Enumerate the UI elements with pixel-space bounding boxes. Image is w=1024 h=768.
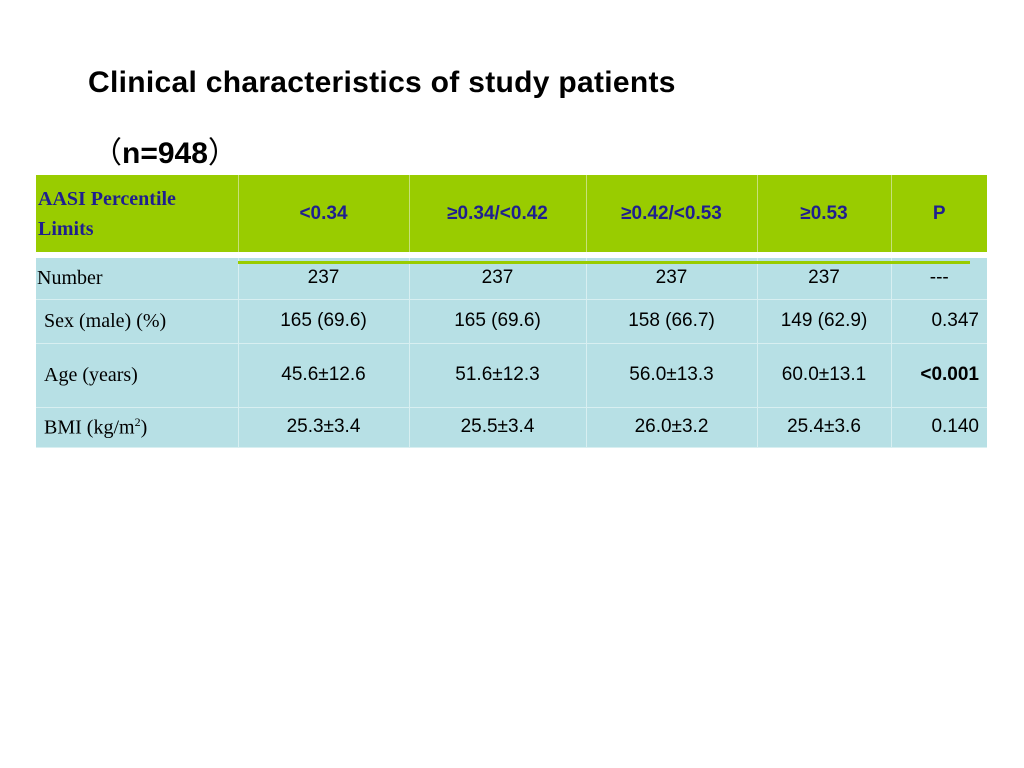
p-value-cell: 0.347 bbox=[891, 299, 987, 344]
table-row-sex: Sex (male) (%) 165 (69.6) 165 (69.6) 158… bbox=[36, 299, 987, 344]
table-cell: 237 bbox=[757, 252, 892, 300]
table-cell: 25.5±3.4 bbox=[409, 407, 587, 448]
p-value-cell: --- bbox=[891, 252, 987, 300]
subtitle-close-paren: ） bbox=[207, 137, 238, 170]
bmi-label-superscript: 2 bbox=[134, 414, 141, 429]
table-cell: 56.0±13.3 bbox=[586, 343, 758, 408]
table-cell: 45.6±12.6 bbox=[238, 343, 410, 408]
table-row-age: Age (years) 45.6±12.6 51.6±12.3 56.0±13.… bbox=[36, 343, 987, 408]
subtitle-open-paren: （ bbox=[92, 137, 122, 170]
header-0-42-to-0-53: ≥0.42/<0.53 bbox=[586, 175, 758, 255]
header-lt-0-34: <0.34 bbox=[238, 175, 410, 255]
table-cell: 51.6±12.3 bbox=[409, 343, 587, 408]
table-cell: 158 (66.7) bbox=[586, 299, 758, 344]
row-label: Number bbox=[36, 252, 239, 300]
table-row-bmi: BMI (kg/m2) 25.3±3.4 25.5±3.4 26.0±3.2 2… bbox=[36, 407, 987, 448]
header-0-34-to-0-42: ≥0.34/<0.42 bbox=[409, 175, 587, 255]
table-header-row: AASI Percentile Limits <0.34 ≥0.34/<0.42… bbox=[36, 175, 987, 255]
slide-subtitle: （n=948） bbox=[92, 128, 238, 172]
bmi-label-text: BMI (kg/m bbox=[44, 416, 135, 439]
row-label: Age (years) bbox=[36, 343, 239, 408]
table-cell: 149 (62.9) bbox=[757, 299, 892, 344]
header-ge-0-53: ≥0.53 bbox=[757, 175, 892, 255]
table-cell: 25.4±3.6 bbox=[757, 407, 892, 448]
slide-title: Clinical characteristics of study patien… bbox=[88, 66, 676, 99]
row-label: BMI (kg/m2) bbox=[36, 407, 239, 448]
header-divider-line bbox=[238, 261, 970, 264]
p-value-cell: 0.140 bbox=[891, 407, 987, 448]
bmi-label-close: ) bbox=[140, 416, 148, 439]
p-value-cell: <0.001 bbox=[891, 343, 987, 408]
table-cell: 25.3±3.4 bbox=[238, 407, 410, 448]
table-cell: 237 bbox=[409, 252, 587, 300]
header-aasi-percentile-limits: AASI Percentile Limits bbox=[36, 175, 239, 255]
table-cell: 165 (69.6) bbox=[238, 299, 410, 344]
characteristics-table: AASI Percentile Limits <0.34 ≥0.34/<0.42… bbox=[36, 175, 987, 448]
sample-size: n=948 bbox=[122, 137, 208, 170]
table-cell: 237 bbox=[586, 252, 758, 300]
table-cell: 165 (69.6) bbox=[409, 299, 587, 344]
table-cell: 60.0±13.1 bbox=[757, 343, 892, 408]
table-cell: 26.0±3.2 bbox=[586, 407, 758, 448]
table-cell: 237 bbox=[238, 252, 410, 300]
row-label: Sex (male) (%) bbox=[36, 299, 239, 344]
header-p: P bbox=[932, 202, 946, 224]
